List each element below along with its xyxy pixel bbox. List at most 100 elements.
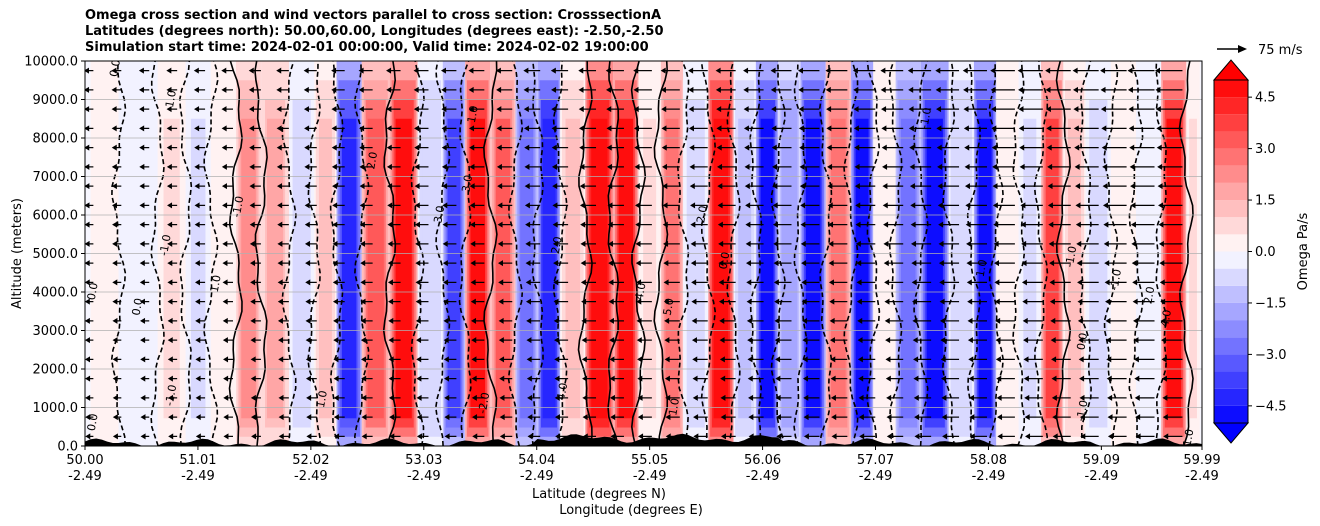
wind-vector-head — [1079, 394, 1085, 401]
wind-vector-head — [386, 125, 392, 132]
y-tick-label: 3000.0 — [33, 324, 79, 339]
wind-vector-head — [139, 260, 145, 267]
wind-vector-head — [415, 317, 421, 324]
wind-vector-head — [1020, 221, 1026, 228]
wind-vector-head — [992, 202, 998, 209]
wind-vector-head — [693, 433, 699, 440]
wind-vector-head — [857, 356, 863, 363]
wind-vector-head — [223, 375, 229, 382]
wind-vector-head — [443, 317, 449, 324]
colorbar-segment — [1214, 302, 1248, 321]
contour-label: -1.0 — [1108, 268, 1125, 291]
wind-vector-head — [664, 375, 670, 382]
x-tick-label-lon: -2.49 — [859, 469, 893, 484]
wind-vector-head — [250, 317, 256, 324]
wind-vector-head — [1048, 240, 1054, 247]
omega-fill-band — [926, 118, 943, 419]
wind-vector-head — [498, 279, 504, 286]
contour-label: 1.0 — [666, 397, 682, 416]
wind-vector-head — [610, 433, 616, 440]
wind-vector-head — [881, 144, 887, 151]
wind-vector-head — [1106, 375, 1112, 382]
contour-label: 5.0 — [661, 297, 677, 316]
wind-vector-head — [304, 221, 310, 228]
wind-vector-head — [1049, 279, 1055, 286]
quiver-key-arrow-head — [1238, 45, 1247, 53]
wind-vector-head — [140, 375, 146, 382]
wind-vector-head — [415, 279, 421, 286]
wind-vector-head — [1049, 260, 1055, 267]
wind-vector-head — [333, 414, 339, 421]
wind-vector-head — [440, 67, 446, 74]
wind-vector-head — [386, 144, 392, 151]
wind-vector-head — [139, 221, 145, 228]
wind-vector-head — [912, 317, 918, 324]
contour-label: 0.0 — [85, 282, 101, 301]
wind-vector-head — [360, 317, 366, 324]
wind-vector-head — [883, 240, 889, 247]
colorbar: −4.5 −3.0 −1.5 0.0 1.5 3.0 4.5 Omega Pa/s — [1212, 59, 1311, 444]
wind-vector-head — [826, 144, 832, 151]
contour-label: 0.0 — [107, 58, 123, 77]
wind-vector-head — [555, 433, 561, 440]
wind-vector-head — [361, 356, 367, 363]
wind-vector-head — [1047, 183, 1053, 190]
wind-vector-head — [441, 144, 447, 151]
wind-vector-head — [690, 202, 696, 209]
wind-vector-head — [579, 163, 585, 170]
wind-vector-head — [166, 144, 172, 151]
wind-vector-head — [85, 298, 90, 305]
wind-vector-head — [803, 414, 809, 421]
wind-vector-head — [665, 414, 671, 421]
quiver-key-label: 75 m/s — [1258, 43, 1303, 58]
wind-vector-head — [775, 375, 781, 382]
wind-vector-head — [389, 433, 395, 440]
wind-vector-head — [744, 163, 750, 170]
wind-vector-head — [167, 202, 173, 209]
wind-vector-head — [720, 414, 726, 421]
omega-fill-band — [665, 118, 679, 419]
wind-vector-head — [800, 202, 806, 209]
wind-vector-head — [221, 67, 227, 74]
x-axis-label-lat: Latitude (degrees N) — [532, 487, 666, 502]
wind-vector-head — [990, 86, 996, 93]
wind-vector-head — [994, 298, 1000, 305]
contour-label: 2.0 — [364, 151, 380, 170]
omega-column — [778, 61, 801, 446]
wind-vector-head — [1046, 125, 1052, 132]
wind-vector-head — [387, 202, 393, 209]
wind-vector-head — [277, 298, 283, 305]
wind-vector-head — [470, 298, 476, 305]
wind-vector-head — [276, 86, 282, 93]
wind-vector-head — [578, 67, 584, 74]
wind-vector-head — [414, 163, 420, 170]
wind-vector-head — [414, 183, 420, 190]
wind-vector-head — [775, 394, 781, 401]
contour-label: -1.0 — [917, 106, 934, 129]
wind-vector-head — [1051, 394, 1057, 401]
colorbar-tick-label: 0.0 — [1255, 245, 1276, 260]
wind-vector-head — [332, 279, 338, 286]
wind-vector-head — [496, 125, 502, 132]
wind-vector-head — [1158, 221, 1164, 228]
wind-vector-head — [718, 279, 724, 286]
contour-label: 0.0 — [85, 413, 101, 432]
wind-vector-head — [716, 125, 722, 132]
wind-vector-head — [990, 106, 996, 113]
wind-vector-head — [1101, 144, 1107, 151]
wind-vector-head — [194, 221, 200, 228]
omega-fill-band — [1189, 118, 1197, 419]
contour-label: 4.0 — [554, 382, 570, 401]
wind-vector-head — [1023, 356, 1029, 363]
omega-fill-band — [447, 118, 461, 419]
wind-vector-head — [416, 394, 422, 401]
wind-vector-head — [195, 317, 201, 324]
wind-vector-head — [331, 67, 337, 74]
wind-vector-head — [468, 86, 474, 93]
wind-vector-head — [1129, 144, 1135, 151]
wind-vector-head — [772, 163, 778, 170]
colorbar-tick-label: 3.0 — [1255, 142, 1276, 157]
wind-vector-head — [415, 260, 421, 267]
omega-fill-band — [1141, 118, 1156, 419]
omega-fill-band — [1116, 118, 1131, 419]
